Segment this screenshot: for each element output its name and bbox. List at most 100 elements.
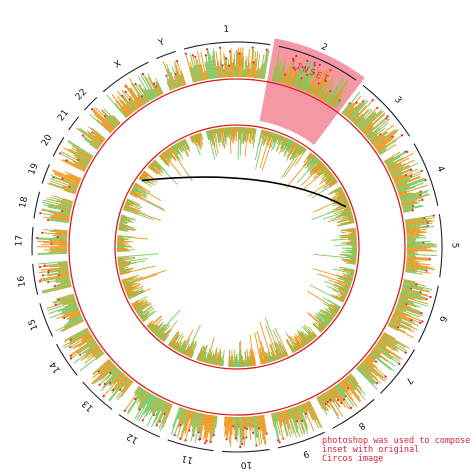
- outer-bar: [82, 135, 100, 148]
- outer-bar: [347, 375, 358, 388]
- inner-bar: [343, 261, 356, 264]
- inner-bar: [151, 324, 159, 332]
- outer-bar: [159, 402, 169, 422]
- outer-bar: [298, 66, 308, 89]
- inner-bar: [181, 140, 188, 151]
- outer-point: [38, 265, 42, 269]
- outer-bar: [43, 241, 68, 244]
- inner-bar: [149, 163, 163, 176]
- outer-bar: [275, 60, 282, 82]
- outer-bar: [262, 414, 266, 434]
- inner-bar: [322, 296, 341, 309]
- inner-bar: [277, 135, 282, 144]
- outer-bar: [230, 416, 233, 447]
- inner-bar: [129, 192, 144, 200]
- outer-bar: [396, 182, 408, 188]
- inner-bar: [118, 224, 135, 229]
- outer-bar: [345, 376, 366, 400]
- inner-bar: [351, 258, 357, 261]
- outer-point: [47, 218, 50, 221]
- outer-bar: [405, 267, 427, 272]
- inner-bar: [175, 143, 179, 148]
- outer-bar: [75, 127, 101, 147]
- inner-bar: [338, 276, 353, 282]
- inner-bar: [332, 268, 355, 275]
- inner-bar: [328, 181, 339, 188]
- outer-point: [47, 280, 50, 284]
- outer-bar: [103, 108, 120, 125]
- inner-bar: [335, 296, 345, 302]
- outer-bar: [223, 416, 226, 427]
- outer-bar: [335, 384, 346, 398]
- inner-bar: [330, 313, 335, 318]
- inner-bar: [179, 141, 189, 157]
- outer-bar: [150, 400, 165, 428]
- inner-bar: [281, 138, 289, 152]
- inner-bar: [118, 264, 130, 268]
- outer-bar: [70, 148, 91, 162]
- outer-bar: [54, 173, 80, 185]
- outer-point: [184, 52, 187, 55]
- outer-bar: [153, 83, 161, 96]
- outer-bar: [87, 132, 103, 145]
- inner-bar: [218, 128, 222, 143]
- inner-bar: [169, 335, 179, 347]
- inner-bar: [291, 144, 301, 160]
- outer-bar: [192, 67, 197, 83]
- outer-bar: [114, 102, 128, 118]
- outer-point: [432, 214, 435, 217]
- outer-bar: [405, 217, 435, 223]
- inner-bar: [178, 341, 186, 353]
- outer-bar: [389, 162, 406, 172]
- outer-bar: [145, 396, 158, 417]
- outer-bar: [302, 403, 309, 415]
- inner-bar: [216, 128, 220, 147]
- inner-bar: [286, 139, 291, 147]
- outer-point: [277, 439, 280, 442]
- inner-bar: [125, 284, 140, 292]
- outer-bar: [297, 405, 309, 431]
- outer-bar: [334, 385, 345, 400]
- inner-bar: [127, 289, 143, 298]
- outer-point: [53, 284, 56, 288]
- inner-bar: [126, 290, 133, 295]
- inner-bar: [258, 129, 263, 147]
- outer-bar: [216, 65, 219, 79]
- outer-bar: [318, 395, 328, 411]
- outer-bar: [78, 159, 89, 166]
- inner-bar: [320, 313, 331, 323]
- chr-label-16: 16: [16, 275, 28, 288]
- inner-bar: [147, 315, 162, 329]
- outer-bar: [55, 276, 70, 281]
- outer-bar: [406, 225, 435, 230]
- chr-label-2: 2: [320, 42, 329, 53]
- outer-bar: [289, 69, 296, 86]
- outer-bar: [60, 159, 85, 172]
- outer-bar: [71, 335, 93, 349]
- ideogram-chr-Y: [156, 50, 176, 60]
- outer-bar: [219, 59, 223, 78]
- inner-bar: [326, 285, 348, 296]
- ideogram-chr-2: [278, 45, 357, 81]
- inner-bar: [137, 311, 144, 316]
- inner-bar: [150, 163, 155, 168]
- outer-bar: [104, 117, 116, 129]
- outer-bar: [139, 390, 147, 402]
- outer-point: [191, 54, 194, 57]
- outer-bar: [382, 333, 406, 348]
- outer-bar: [146, 89, 154, 100]
- outer-bar: [372, 348, 396, 367]
- inner-bar: [128, 290, 144, 299]
- outer-bar: [292, 71, 299, 87]
- outer-bar: [395, 308, 404, 313]
- inner-bar: [156, 327, 165, 337]
- inner-bar: [172, 343, 176, 349]
- inner-bar: [312, 323, 322, 333]
- inner-bar: [118, 225, 126, 228]
- outer-bar: [313, 69, 328, 96]
- outer-bar: [70, 341, 97, 359]
- outer-bar: [98, 365, 116, 382]
- inner-bar: [188, 340, 197, 358]
- outer-bar: [343, 378, 360, 399]
- outer-bar: [379, 338, 398, 350]
